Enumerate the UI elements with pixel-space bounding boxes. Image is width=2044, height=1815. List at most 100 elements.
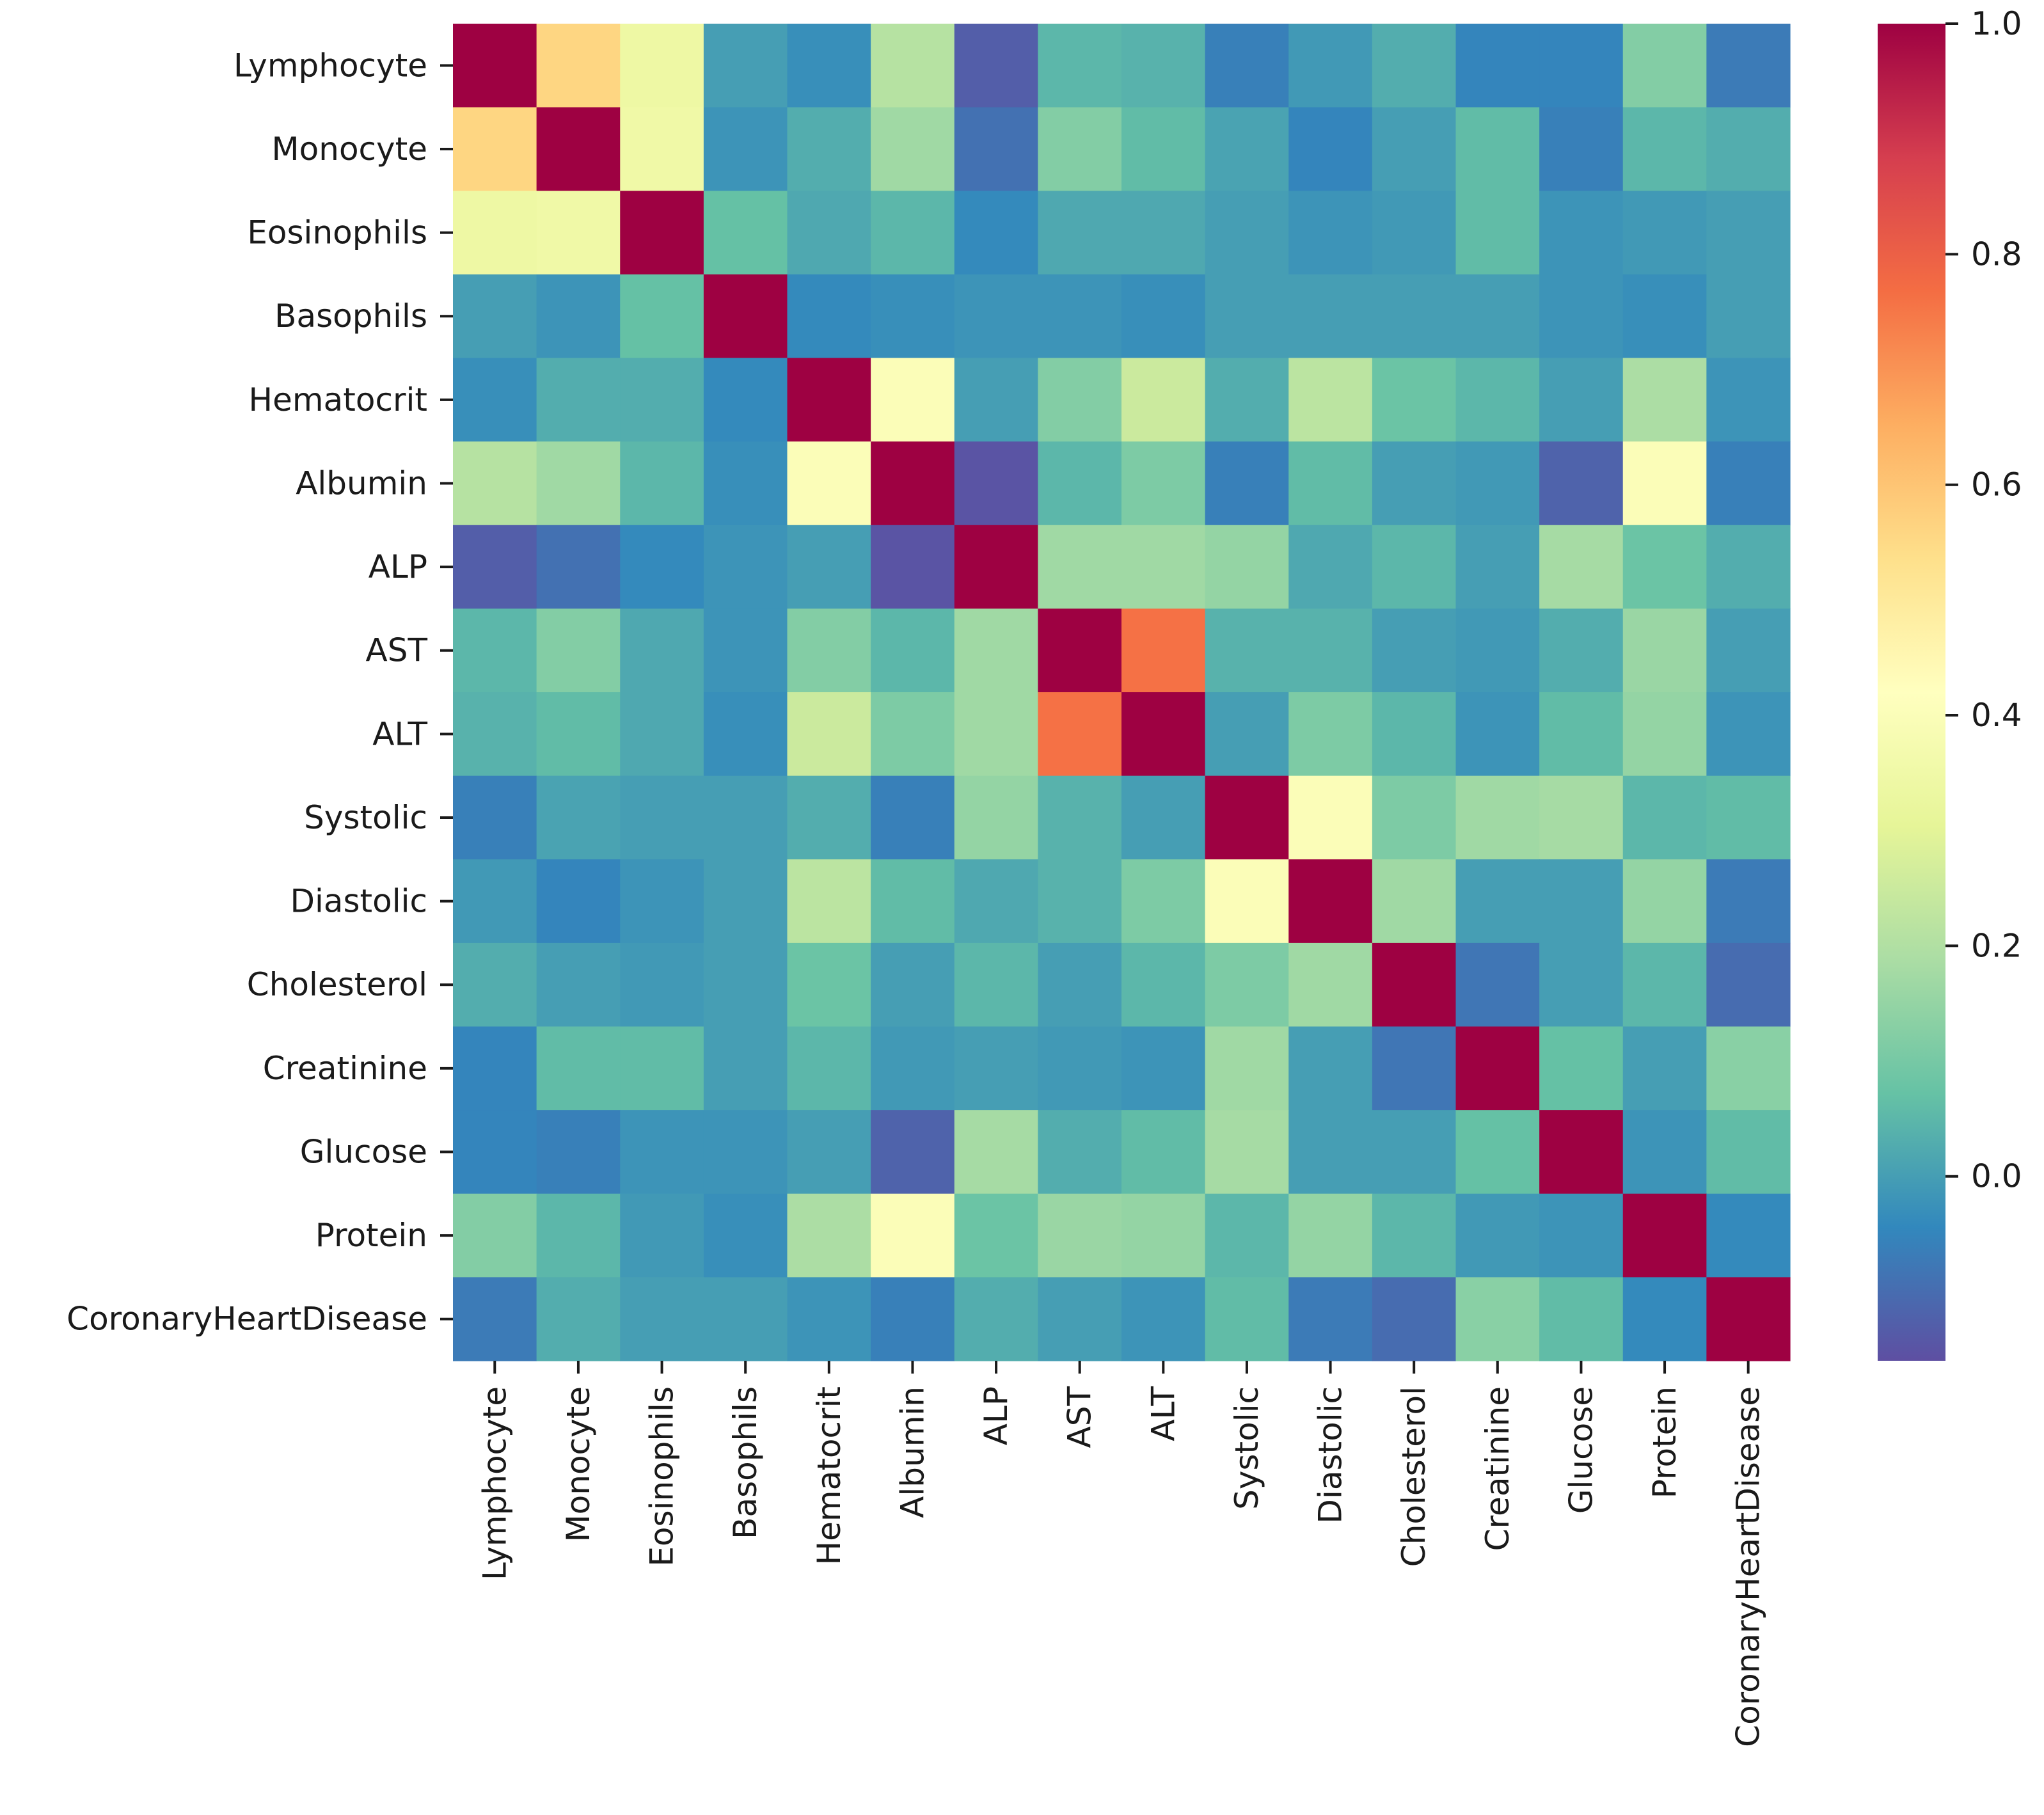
heatmap-cell-protein-alt <box>1121 1193 1206 1278</box>
y-tick-label-ast: AST <box>366 632 428 669</box>
heatmap-cell-alp-alp <box>954 525 1038 609</box>
heatmap-cell-alp-albumin <box>871 525 955 609</box>
heatmap-cell-hematocrit-albumin <box>871 358 955 442</box>
y-tick-label-basophils: Basophils <box>274 297 427 335</box>
heatmap-cell-lymphocyte-systolic <box>1205 24 1289 108</box>
heatmap-cell-lymphocyte-monocyte <box>536 24 621 108</box>
heatmap-cell-cholesterol-ast <box>1038 942 1122 1027</box>
heatmap-cell-basophils-basophils <box>703 274 788 359</box>
heatmap-cell-alt-cholesterol <box>1372 692 1457 777</box>
heatmap-cell-coronary-heart-disease-diastolic <box>1288 1277 1373 1361</box>
heatmap-cell-hematocrit-basophils <box>703 358 788 442</box>
heatmap-cell-eosinophils-diastolic <box>1288 191 1373 275</box>
heatmap-cell-protein-alp <box>954 1193 1038 1278</box>
heatmap-cell-ast-monocyte <box>536 608 621 693</box>
heatmap-cell-alp-systolic <box>1205 525 1289 609</box>
heatmap-cell-basophils-glucose <box>1539 274 1624 359</box>
heatmap-cell-alt-basophils <box>703 692 788 777</box>
heatmap-cell-alp-ast <box>1038 525 1122 609</box>
heatmap-cell-systolic-monocyte <box>536 775 621 860</box>
y-tick-label-systolic: Systolic <box>304 799 427 836</box>
heatmap-cell-cholesterol-albumin <box>871 942 955 1027</box>
heatmap-cell-systolic-glucose <box>1539 775 1624 860</box>
heatmap-cell-albumin-alp <box>954 441 1038 526</box>
heatmap-cell-glucose-coronary-heart-disease <box>1706 1110 1791 1194</box>
heatmap-cell-hematocrit-alp <box>954 358 1038 442</box>
heatmap-cell-cholesterol-hematocrit <box>787 942 871 1027</box>
heatmap-cell-albumin-glucose <box>1539 441 1624 526</box>
heatmap-cell-coronary-heart-disease-protein <box>1622 1277 1707 1361</box>
y-tick-label-eosinophils: Eosinophils <box>247 214 427 251</box>
heatmap-cell-lymphocyte-basophils <box>703 24 788 108</box>
heatmap-cell-basophils-ast <box>1038 274 1122 359</box>
heatmap-cell-eosinophils-cholesterol <box>1372 191 1457 275</box>
heatmap-cell-basophils-cholesterol <box>1372 274 1457 359</box>
heatmap-cell-systolic-basophils <box>703 775 788 860</box>
heatmap-cell-cholesterol-systolic <box>1205 942 1289 1027</box>
heatmap-cell-hematocrit-diastolic <box>1288 358 1373 442</box>
heatmap-cell-hematocrit-eosinophils <box>620 358 704 442</box>
heatmap-cell-creatinine-ast <box>1038 1026 1122 1111</box>
heatmap-cell-creatinine-diastolic <box>1288 1026 1373 1111</box>
heatmap-cell-alt-coronary-heart-disease <box>1706 692 1791 777</box>
heatmap-cell-creatinine-alt <box>1121 1026 1206 1111</box>
x-tick-label-coronary-heart-disease: CoronaryHeartDisease <box>1730 1386 1767 1747</box>
heatmap-cell-alp-creatinine <box>1455 525 1540 609</box>
heatmap-cell-eosinophils-basophils <box>703 191 788 275</box>
heatmap-cell-ast-diastolic <box>1288 608 1373 693</box>
heatmap-cell-eosinophils-creatinine <box>1455 191 1540 275</box>
heatmap-cell-systolic-albumin <box>871 775 955 860</box>
heatmap-cell-alt-alp <box>954 692 1038 777</box>
heatmap-cell-albumin-creatinine <box>1455 441 1540 526</box>
heatmap-cell-systolic-eosinophils <box>620 775 704 860</box>
heatmap-cell-cholesterol-alt <box>1121 942 1206 1027</box>
heatmap-cell-creatinine-protein <box>1622 1026 1707 1111</box>
heatmap-cell-basophils-coronary-heart-disease <box>1706 274 1791 359</box>
heatmap-cell-coronary-heart-disease-hematocrit <box>787 1277 871 1361</box>
heatmap-cell-glucose-systolic <box>1205 1110 1289 1194</box>
heatmap-cell-lymphocyte-diastolic <box>1288 24 1373 108</box>
heatmap-cell-creatinine-systolic <box>1205 1026 1289 1111</box>
heatmap-cell-monocyte-monocyte <box>536 107 621 191</box>
heatmap-cell-albumin-diastolic <box>1288 441 1373 526</box>
heatmap-cell-ast-alt <box>1121 608 1206 693</box>
y-tick-label-alp: ALP <box>368 548 427 585</box>
heatmap-cell-systolic-ast <box>1038 775 1122 860</box>
heatmap-cell-alt-diastolic <box>1288 692 1373 777</box>
heatmap-cell-lymphocyte-ast <box>1038 24 1122 108</box>
colorbar-gradient <box>1878 24 1945 1361</box>
heatmap-cell-systolic-lymphocyte <box>453 775 537 860</box>
heatmap-cell-ast-creatinine <box>1455 608 1540 693</box>
colorbar-tick-label: 0.2 <box>1971 927 2022 964</box>
heatmap-cell-protein-glucose <box>1539 1193 1624 1278</box>
heatmap-cell-eosinophils-systolic <box>1205 191 1289 275</box>
heatmap-cell-hematocrit-ast <box>1038 358 1122 442</box>
heatmap-cell-albumin-albumin <box>871 441 955 526</box>
heatmap-cell-diastolic-lymphocyte <box>453 859 537 944</box>
heatmap-cell-alt-monocyte <box>536 692 621 777</box>
heatmap-cell-cholesterol-alp <box>954 942 1038 1027</box>
heatmap-cell-protein-systolic <box>1205 1193 1289 1278</box>
heatmap-cell-ast-albumin <box>871 608 955 693</box>
heatmap-cell-systolic-coronary-heart-disease <box>1706 775 1791 860</box>
heatmap-cell-cholesterol-protein <box>1622 942 1707 1027</box>
y-tick-label-coronary-heart-disease: CoronaryHeartDisease <box>67 1301 427 1338</box>
heatmap-cell-alt-systolic <box>1205 692 1289 777</box>
heatmap-cell-coronary-heart-disease-alp <box>954 1277 1038 1361</box>
y-tick-label-cholesterol: Cholesterol <box>247 966 427 1003</box>
heatmap-cell-albumin-hematocrit <box>787 441 871 526</box>
heatmap-cell-cholesterol-creatinine <box>1455 942 1540 1027</box>
colorbar-tick-label: 0.6 <box>1971 466 2022 503</box>
heatmap-cell-basophils-alp <box>954 274 1038 359</box>
heatmap-cell-monocyte-albumin <box>871 107 955 191</box>
heatmap-cell-alt-eosinophils <box>620 692 704 777</box>
heatmap-cell-alt-protein <box>1622 692 1707 777</box>
heatmap-cell-diastolic-alp <box>954 859 1038 944</box>
heatmap-cell-alp-lymphocyte <box>453 525 537 609</box>
heatmap-cell-diastolic-hematocrit <box>787 859 871 944</box>
heatmap-cell-protein-coronary-heart-disease <box>1706 1193 1791 1278</box>
heatmap-cell-coronary-heart-disease-systolic <box>1205 1277 1289 1361</box>
heatmap-cell-albumin-cholesterol <box>1372 441 1457 526</box>
x-axis-tick-labels: Lymphocyte Monocyte Eosinophils Basophils He… <box>476 1361 1767 1747</box>
heatmap-cell-albumin-protein <box>1622 441 1707 526</box>
